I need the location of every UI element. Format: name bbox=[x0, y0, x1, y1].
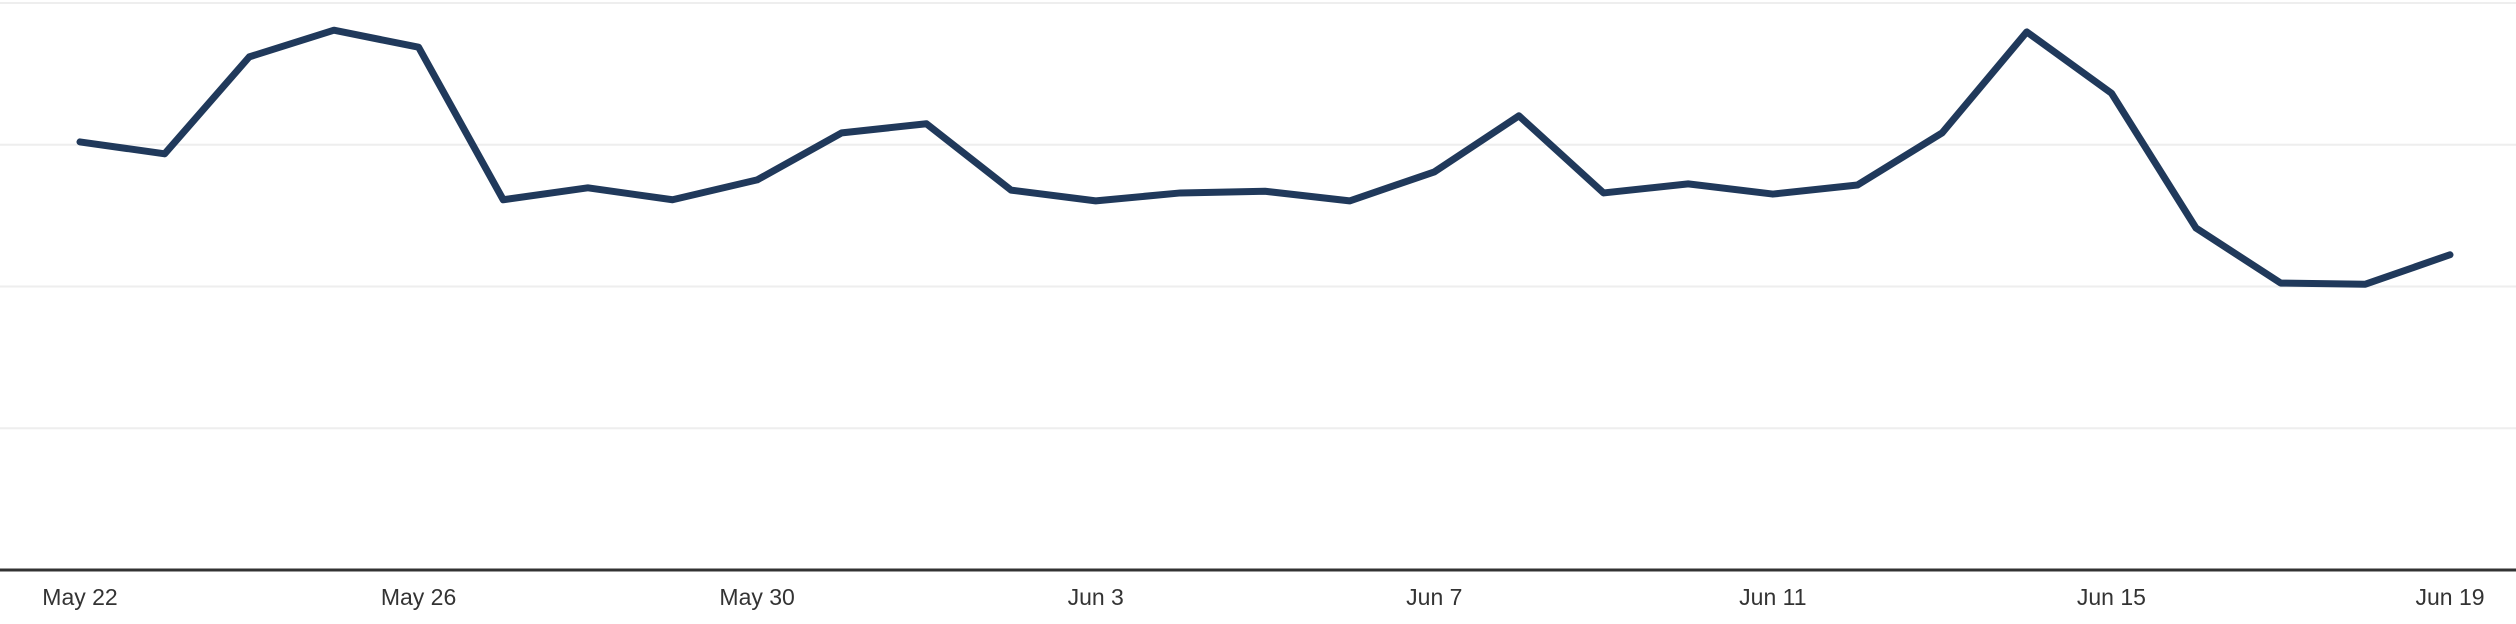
gridlines bbox=[0, 2, 2516, 430]
data-line bbox=[76, 26, 2454, 288]
